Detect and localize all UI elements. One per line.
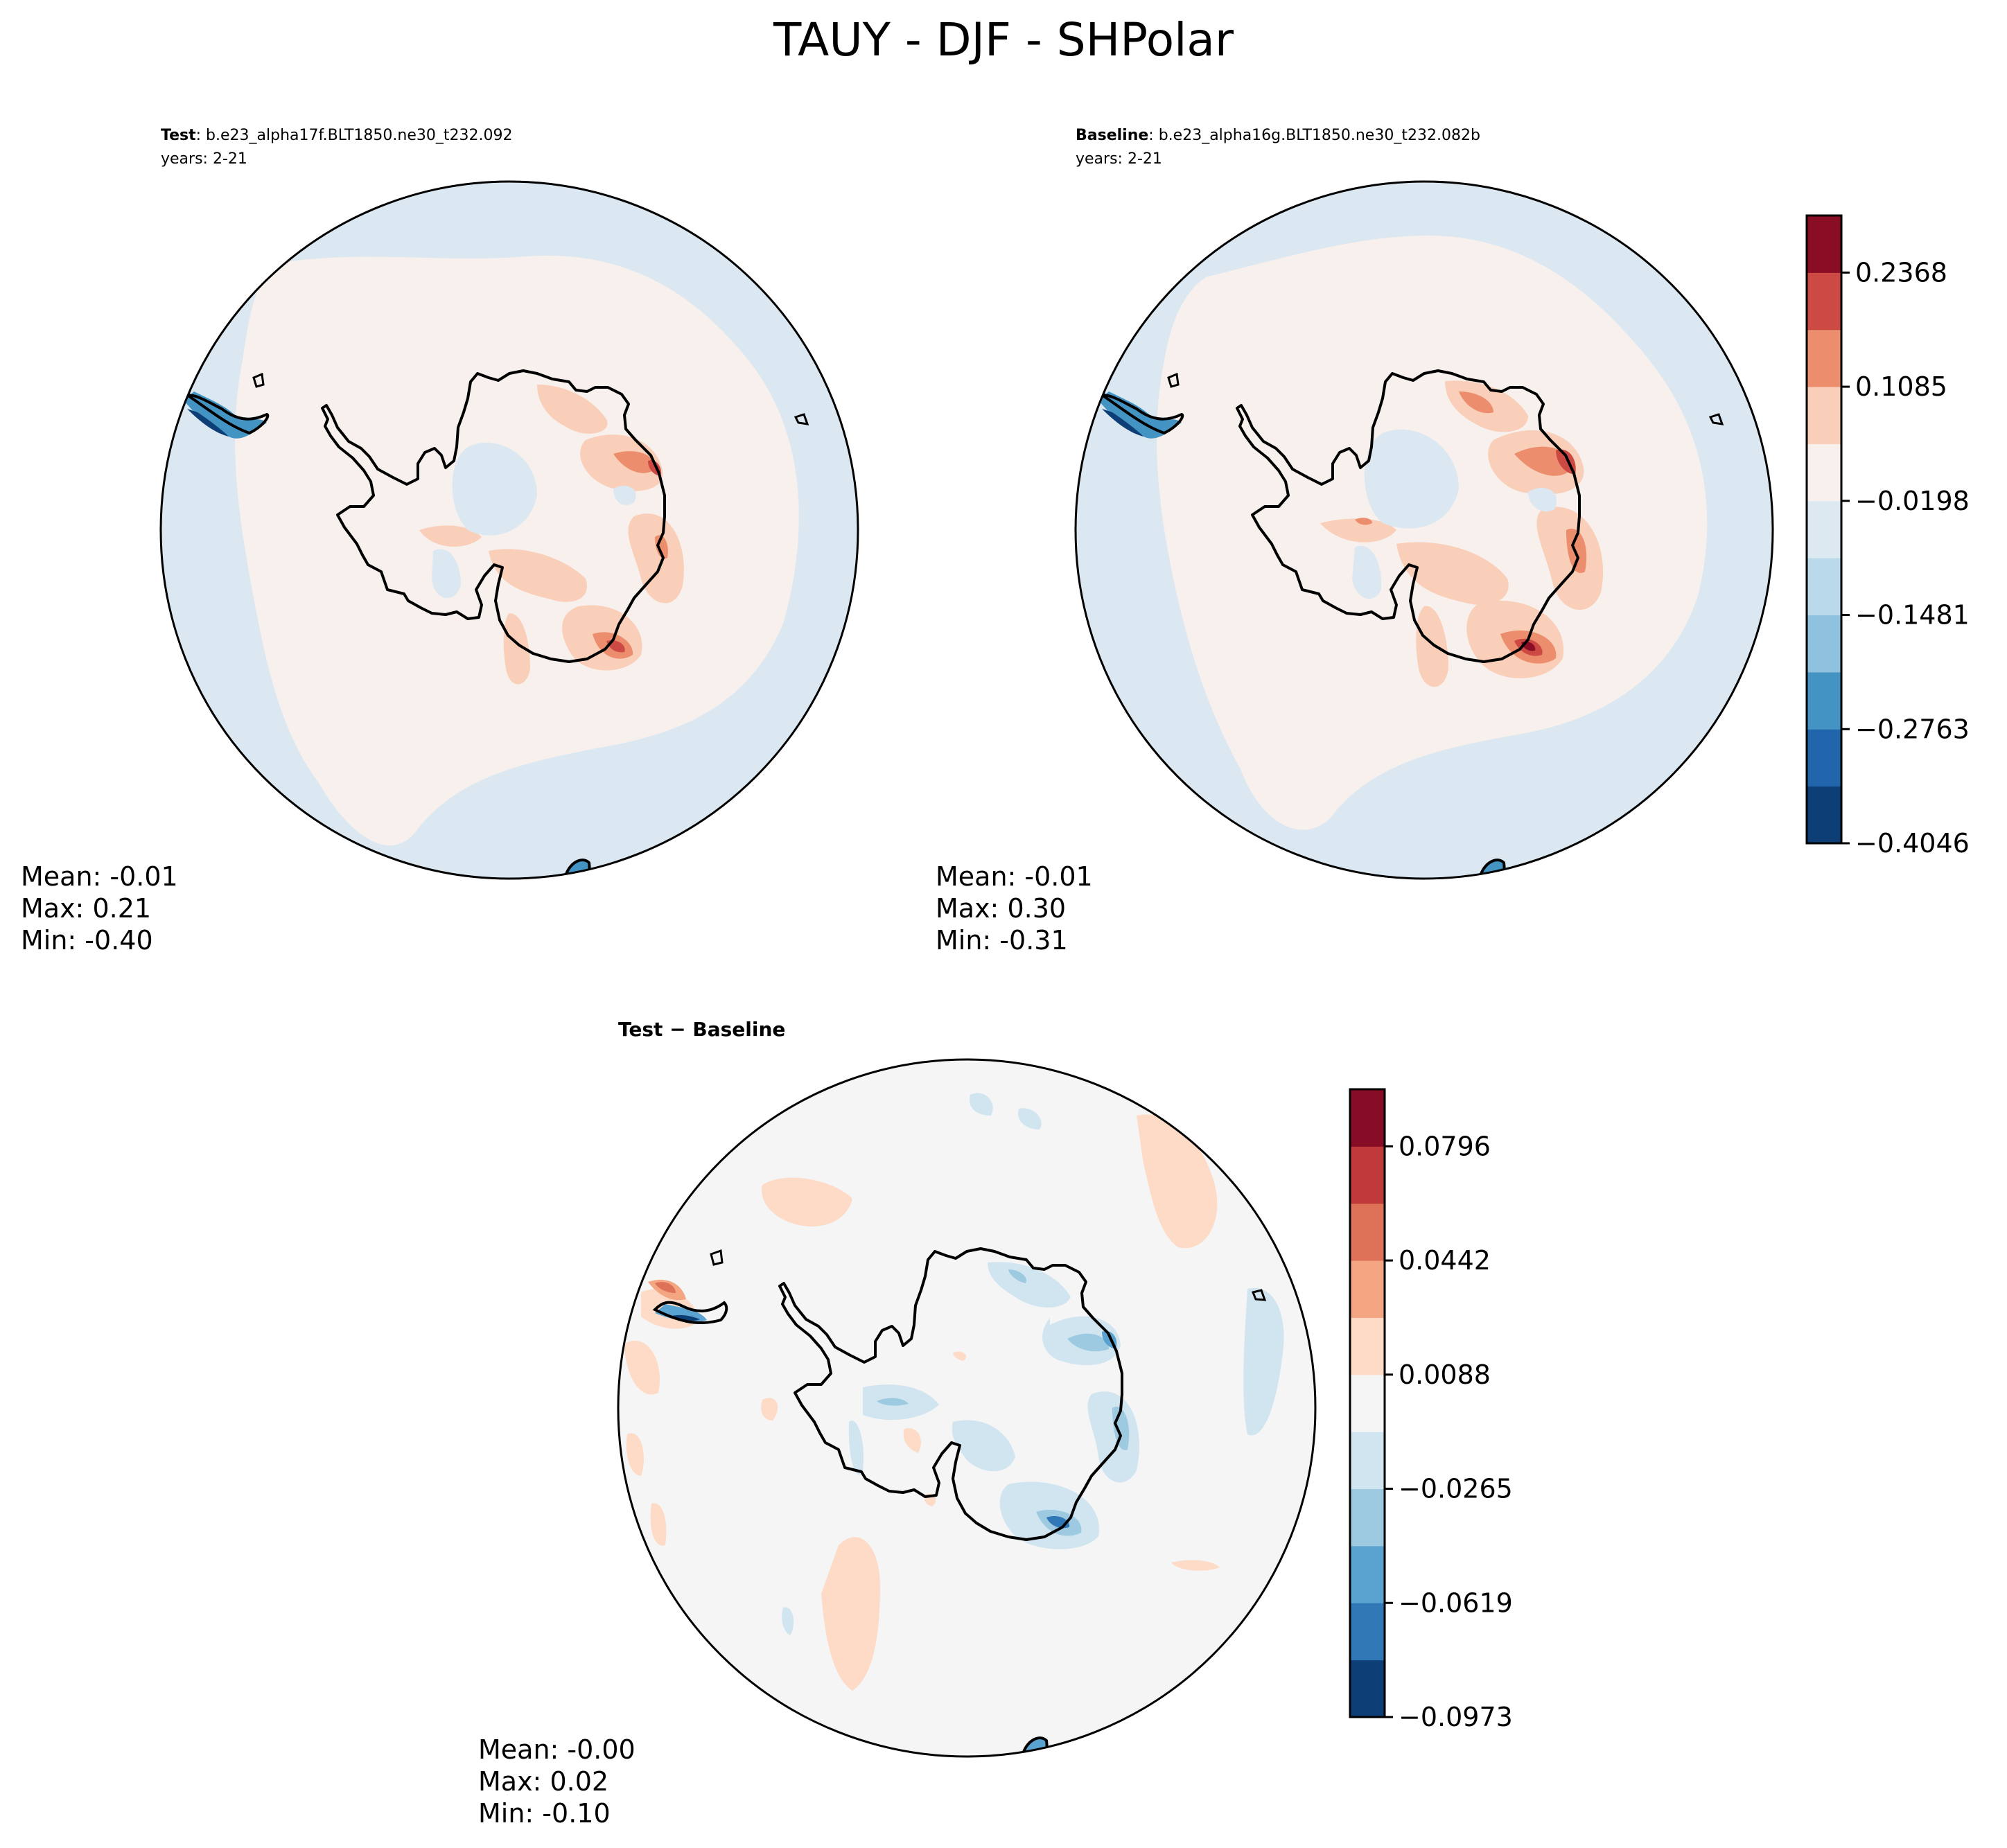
difference-colorbar-frame	[1349, 1088, 1386, 1718]
main-colorbar-band	[1807, 729, 1841, 787]
difference-ocean	[618, 1059, 1315, 1757]
difference-colorbar-band	[1350, 1545, 1385, 1603]
main-colorbar-band	[1807, 387, 1841, 444]
difference-colorbar-band	[1350, 1317, 1385, 1375]
test-label: Test	[161, 127, 196, 144]
baseline-mean: Mean: -0.01	[936, 861, 1093, 892]
main-colorbar-tick-label: −0.0198	[1855, 486, 1970, 516]
main-colorbar-band	[1807, 671, 1841, 730]
difference-colorbar: 0.0796 0.0442 0.0088 −0.0265 −0.0619 −0.0973	[1349, 1088, 1513, 1732]
test-years: years: 2-21	[161, 150, 247, 168]
test-max: Max: 0.21	[21, 893, 151, 924]
test-mean: Mean: -0.01	[21, 861, 178, 892]
test-min: Min: -0.40	[21, 925, 153, 956]
test-header: Test: b.e23_alpha17f.BLT1850.ne30_t232.0…	[161, 127, 512, 144]
main-colorbar-band	[1807, 786, 1841, 844]
main-colorbar-tick-label: −0.1481	[1855, 600, 1970, 631]
baseline-panel: Baseline: b.e23_alpha16g.BLT1850.ne30_t2…	[936, 127, 1774, 956]
figure-title: TAUY - DJF - SHPolar	[773, 13, 1234, 67]
difference-colorbar-tick-label: 0.0088	[1399, 1359, 1491, 1390]
baseline-label: Baseline	[1076, 127, 1148, 144]
difference-map-frame	[617, 1058, 1317, 1758]
difference-mean: Mean: -0.00	[478, 1734, 636, 1765]
main-colorbar-band	[1807, 215, 1841, 273]
main-colorbar-band	[1807, 558, 1841, 616]
difference-colorbar-tick-label: −0.0973	[1399, 1702, 1513, 1732]
difference-min: Min: -0.10	[478, 1798, 611, 1829]
main-colorbar-band	[1807, 272, 1841, 331]
difference-label: Test − Baseline	[618, 1018, 785, 1041]
difference-colorbar-band	[1350, 1603, 1385, 1661]
difference-panel: Test − Baseline	[478, 1018, 1317, 1829]
baseline-map	[1076, 182, 1773, 879]
difference-colorbar-tick-label: −0.0265	[1399, 1474, 1513, 1504]
main-colorbar: 0.2368 0.1085 −0.0198 −0.1481 −0.2763 −0.4046	[1805, 214, 1970, 859]
main-colorbar-band	[1807, 329, 1841, 387]
main-colorbar-tick-label: 0.1085	[1855, 371, 1947, 402]
main-colorbar-tick-label: −0.2763	[1855, 714, 1970, 744]
difference-colorbar-band	[1350, 1146, 1385, 1204]
difference-colorbar-band	[1350, 1488, 1385, 1547]
difference-colorbar-band	[1350, 1089, 1385, 1147]
difference-colorbar-band	[1350, 1374, 1385, 1432]
test-map	[161, 182, 858, 879]
baseline-min: Min: -0.31	[936, 925, 1068, 956]
baseline-years: years: 2-21	[1076, 150, 1162, 168]
test-panel: Test: b.e23_alpha17f.BLT1850.ne30_t232.0…	[21, 127, 859, 956]
difference-colorbar-band	[1350, 1203, 1385, 1261]
main-colorbar-tick-label: −0.4046	[1855, 828, 1970, 859]
main-colorbar-tick-label: 0.2368	[1855, 257, 1947, 288]
test-contours	[321, 369, 684, 685]
test-case-name: : b.e23_alpha17f.BLT1850.ne30_t232.092	[196, 127, 513, 144]
main-colorbar-band	[1807, 500, 1841, 558]
difference-colorbar-tick-label: 0.0796	[1399, 1131, 1491, 1161]
difference-colorbar-band	[1350, 1660, 1385, 1718]
difference-colorbar-tick-label: 0.0442	[1399, 1245, 1491, 1276]
baseline-positive-region	[1157, 236, 1708, 830]
difference-contours	[778, 1247, 1139, 1549]
baseline-map-frame	[1074, 180, 1774, 880]
difference-colorbar-band	[1350, 1260, 1385, 1318]
baseline-case-name: : b.e23_alpha16g.BLT1850.ne30_t232.082b	[1148, 127, 1480, 144]
difference-colorbar-tick-label: −0.0619	[1399, 1587, 1513, 1618]
main-colorbar-frame	[1805, 214, 1843, 845]
main-colorbar-band	[1807, 443, 1841, 502]
main-colorbar-band	[1807, 615, 1841, 673]
baseline-contours	[1236, 369, 1604, 687]
test-map-frame	[159, 180, 859, 880]
difference-map	[618, 1059, 1315, 1757]
baseline-max: Max: 0.30	[936, 893, 1066, 924]
difference-colorbar-band	[1350, 1432, 1385, 1490]
difference-max: Max: 0.02	[478, 1766, 608, 1797]
baseline-header: Baseline: b.e23_alpha16g.BLT1850.ne30_t2…	[1076, 127, 1480, 144]
